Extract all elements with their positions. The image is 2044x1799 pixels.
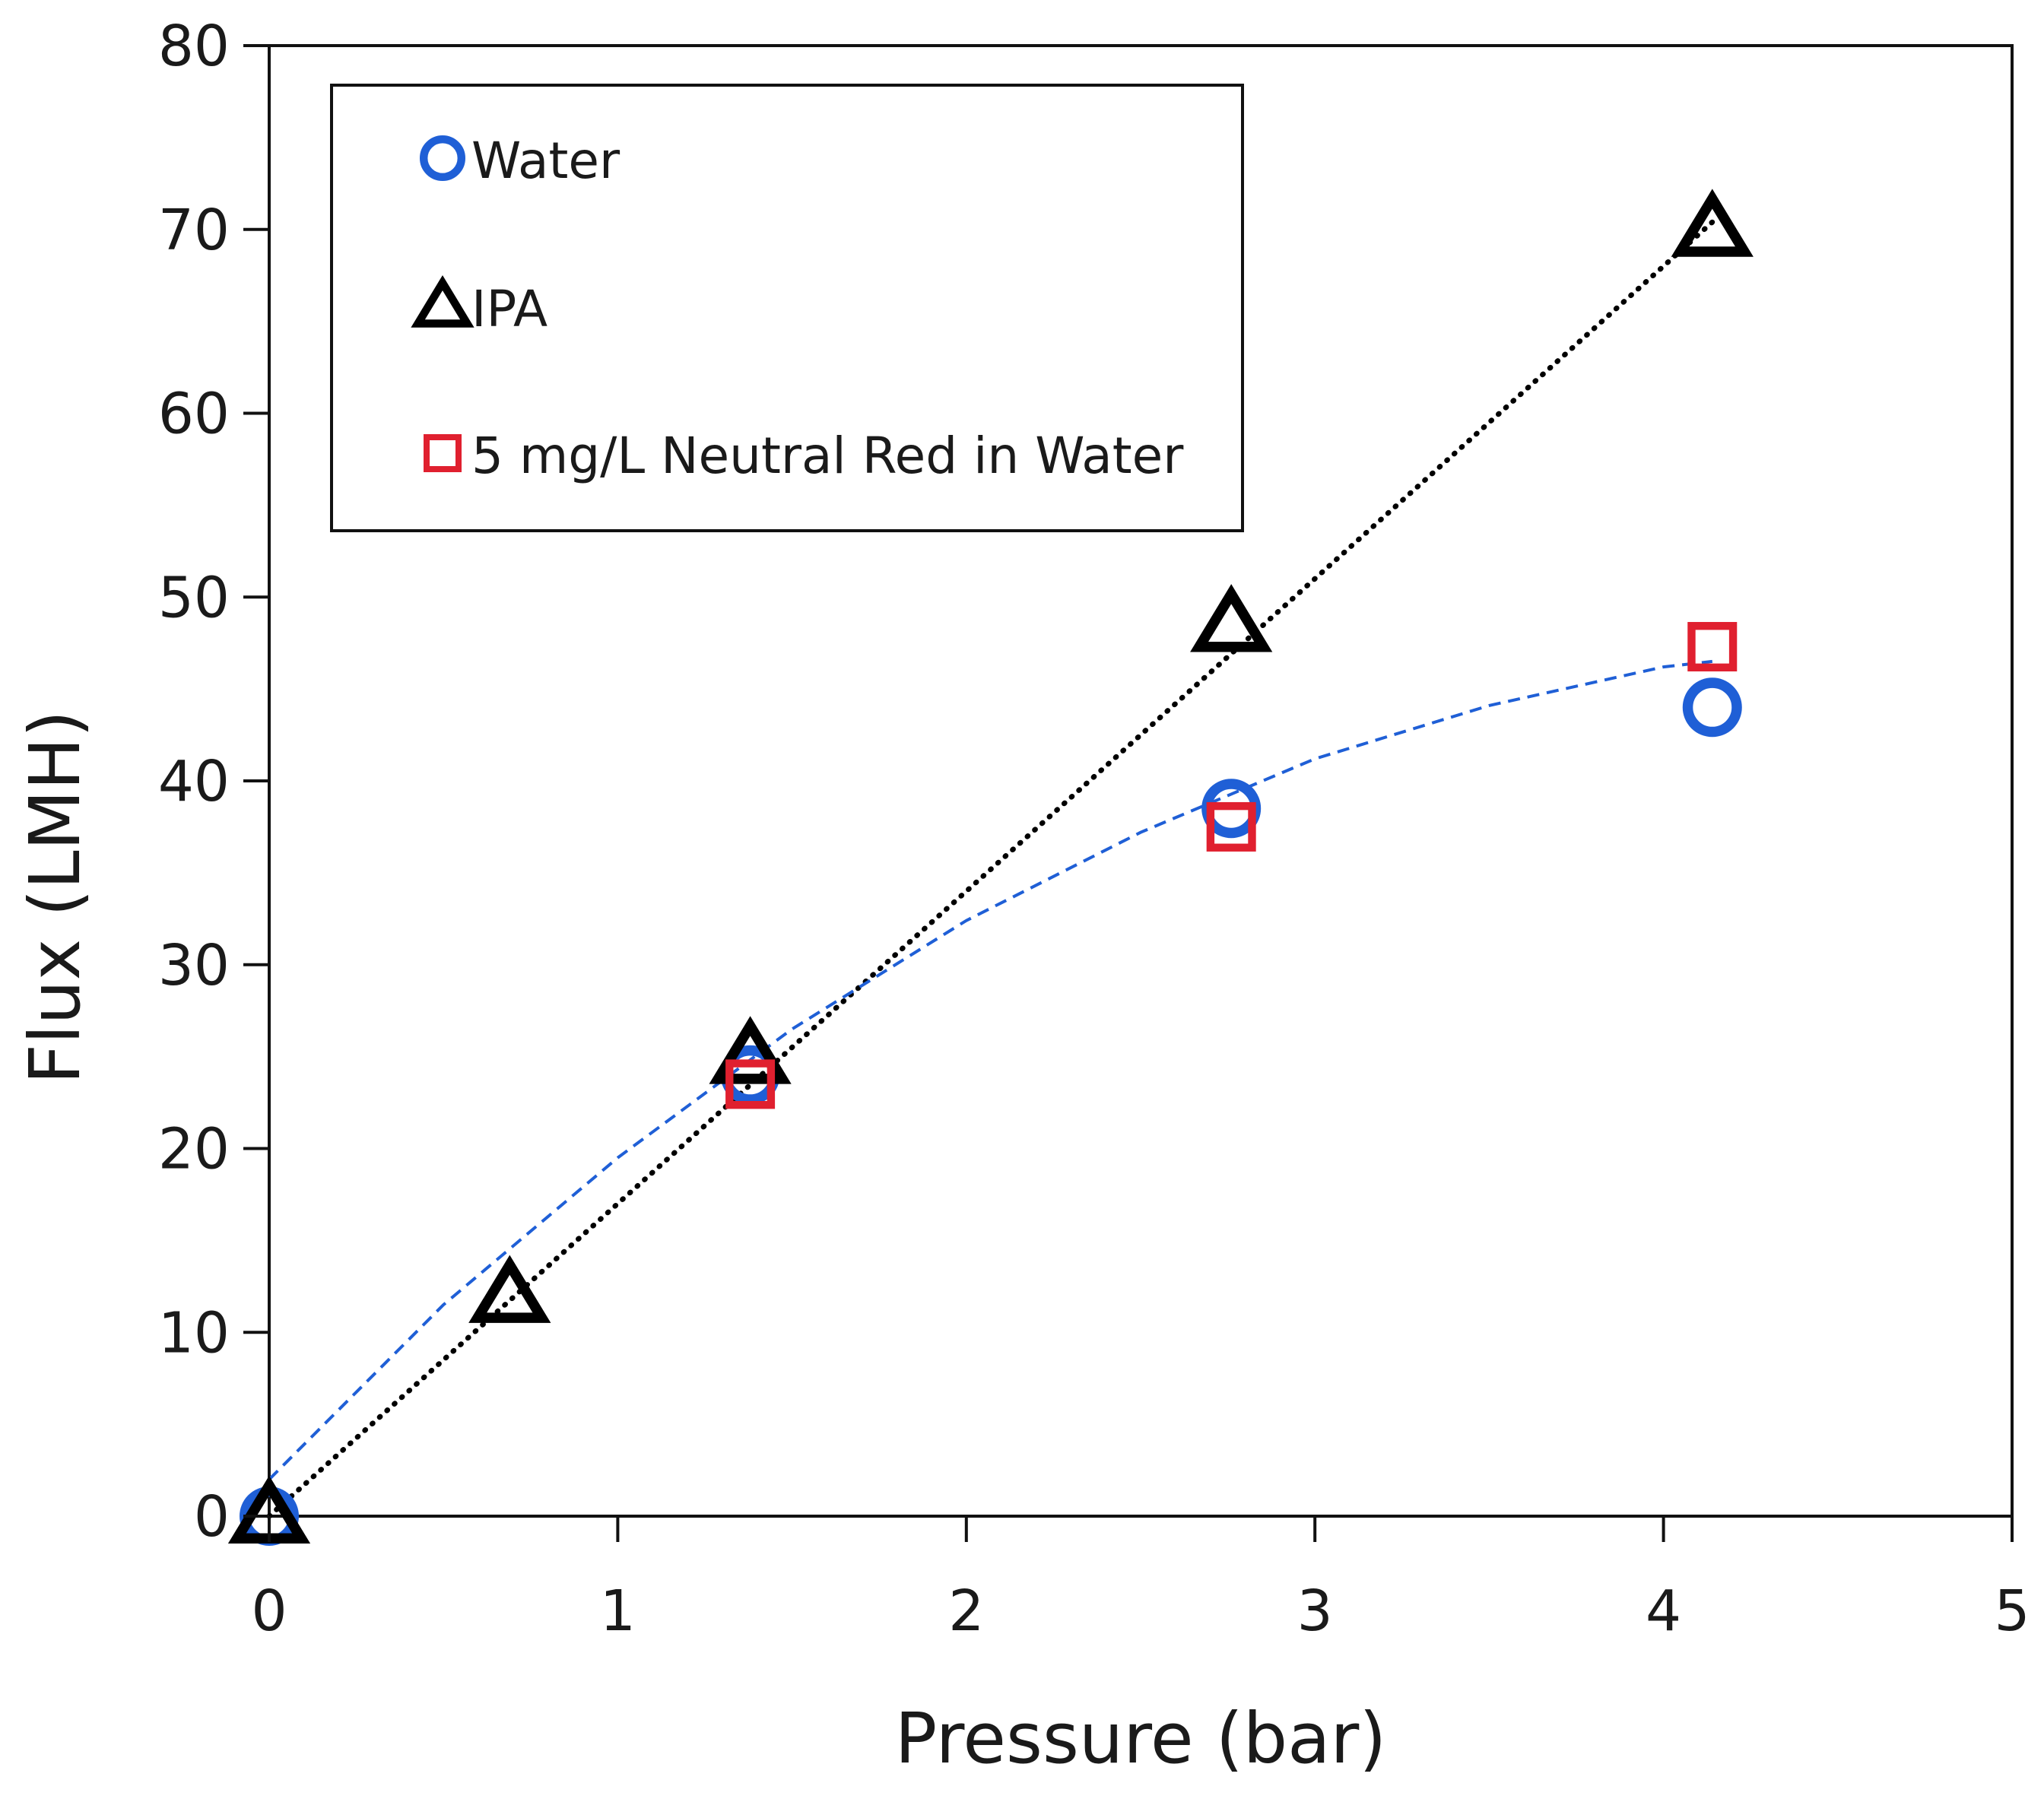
legend-item: IPA (411, 274, 548, 338)
y-tick-label: 60 (158, 382, 230, 447)
y-tick-label: 50 (158, 565, 230, 630)
legend-item: Water (420, 132, 620, 190)
legend-label: IPA (471, 280, 548, 338)
legend-marker-triangle (411, 274, 474, 328)
legend-box (330, 84, 1244, 532)
x-axis-label: Pressure (bar) (895, 1698, 1386, 1779)
triangle-data-point (1190, 584, 1273, 652)
y-tick-label: 0 (194, 1484, 230, 1550)
square-data-point (1206, 801, 1256, 852)
x-tick-label: 4 (1646, 1578, 1681, 1644)
water-trendline (268, 659, 1713, 1481)
y-tick-label: 40 (158, 749, 230, 814)
y-tick-label: 20 (158, 1117, 230, 1182)
y-axis-label: Flux (LMH) (14, 710, 96, 1084)
circle-data-point (1682, 677, 1742, 738)
x-tick-label: 5 (1994, 1578, 2030, 1644)
y-tick-label: 70 (158, 198, 230, 263)
x-tick-label: 0 (251, 1578, 287, 1644)
legend-label: 5 mg/L Neutral Red in Water (471, 427, 1184, 485)
triangle-data-point (709, 1016, 792, 1084)
x-tick-label: 2 (948, 1578, 984, 1644)
square-data-point (725, 1059, 776, 1109)
legend-marker-circle (420, 135, 466, 181)
y-tick-label: 80 (158, 14, 230, 79)
legend-label: Water (471, 132, 620, 190)
triangle-data-point (1671, 189, 1754, 257)
legend: Water IPA 5 mg/L Neutral Red in Water (330, 84, 1244, 532)
y-tick-label: 30 (158, 933, 230, 998)
y-tick-label: 10 (158, 1300, 230, 1366)
triangle-data-point (468, 1255, 551, 1323)
series-square (725, 622, 1738, 1109)
x-tick-label: 1 (600, 1578, 636, 1644)
legend-item: 5 mg/L Neutral Red in Water (424, 427, 1184, 485)
square-data-point (1687, 622, 1738, 672)
legend-marker-square (424, 434, 462, 472)
x-tick-label: 3 (1297, 1578, 1333, 1644)
